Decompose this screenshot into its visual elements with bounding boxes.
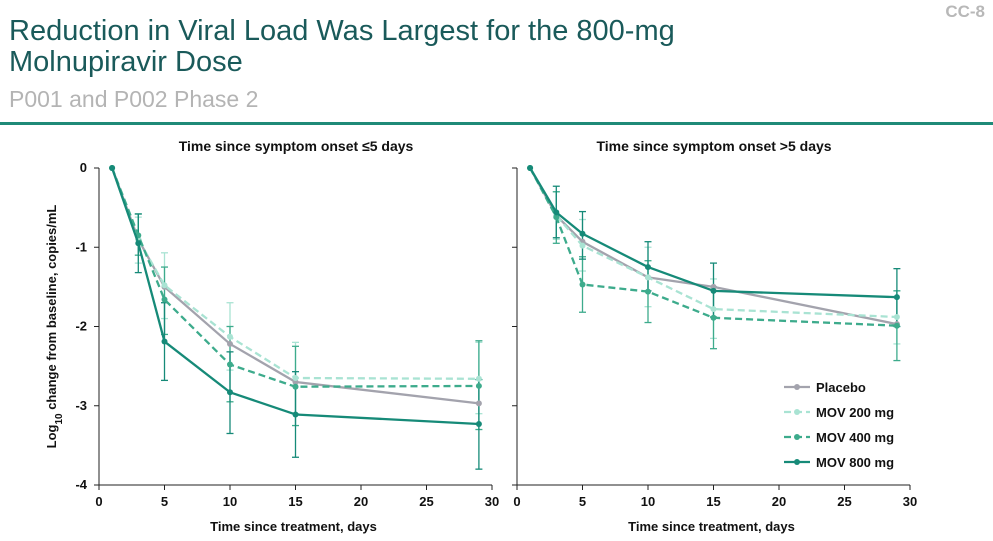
- panel-2-x-tick-label: 0: [513, 494, 520, 509]
- panel-1-x-tick-label: 25: [419, 494, 433, 509]
- panel-2-point-mov400: [579, 281, 586, 288]
- slide-title-line-1: Reduction in Viral Load Was Largest for …: [9, 15, 675, 47]
- panel-1-x-tick-label: 10: [223, 494, 237, 509]
- panel-1-point-mov200: [161, 282, 168, 289]
- panel-2-x-label: Time since treatment, days: [628, 519, 795, 534]
- legend-label-mov400: MOV 400 mg: [816, 430, 894, 445]
- panel-1-y-tick-label: -2: [75, 319, 87, 334]
- panel-1-x-tick-label: 20: [354, 494, 368, 509]
- panel-2-x-tick-label: 20: [772, 494, 786, 509]
- slide-title-line-2: Molnupiravir Dose: [9, 46, 243, 78]
- slide-title: Reduction in Viral Load Was Largest for …: [9, 16, 809, 78]
- title-divider: [0, 122, 993, 125]
- panel-1-point-mov800: [109, 165, 116, 171]
- panel-2-point-mov400: [710, 314, 717, 321]
- panel-1-x-tick-label: 15: [288, 494, 302, 509]
- panel-2-point-mov200: [710, 306, 717, 313]
- panel-1-series-line-mov800: [111, 167, 479, 426]
- panel-1-title: Time since symptom onset ≤5 days: [179, 138, 414, 154]
- panel-1-series-line-mov400: [111, 167, 479, 388]
- legend-marker-placebo: [794, 384, 800, 390]
- panel-2-point-mov800: [893, 294, 900, 301]
- panel-1-point-mov400: [475, 382, 482, 389]
- legend-label-mov800: MOV 800 mg: [816, 455, 894, 470]
- panel-2-point-mov400: [553, 214, 560, 221]
- panel-1-y-tick-label: 0: [80, 160, 87, 175]
- panel-1-point-mov200: [292, 375, 299, 382]
- panel-2-point-mov200: [579, 242, 586, 249]
- panel-1-point-mov200: [227, 333, 233, 340]
- panel-2-series-line-mov400: [529, 167, 897, 327]
- panel-2-point-mov800: [645, 264, 651, 271]
- panel-1-x-tick-label: 5: [161, 494, 168, 509]
- panel-1-point-mov800: [135, 240, 142, 247]
- panel-2-title: Time since symptom onset >5 days: [596, 138, 831, 154]
- legend-marker-mov400: [794, 434, 800, 440]
- panel-1-y-tick-label: -3: [75, 398, 87, 413]
- panel-2-point-mov800: [553, 209, 560, 216]
- panel-2-x-tick-label: 15: [706, 494, 720, 509]
- legend-label-placebo: Placebo: [816, 380, 866, 395]
- slide-subtitle: P001 and P002 Phase 2: [9, 86, 259, 112]
- panel-2-point-mov200: [645, 274, 651, 281]
- panel-1-y-tick-label: -1: [75, 239, 87, 254]
- panel-1-y-label: Log10 change from baseline, copies/mL: [44, 205, 65, 449]
- panel-2-point-mov400: [645, 288, 651, 295]
- slide-id: CC-8: [945, 2, 985, 21]
- panel-1-point-placebo: [227, 340, 233, 347]
- panel-2-x-tick-label: 5: [579, 494, 586, 509]
- panel-1-point-mov400: [227, 361, 233, 368]
- legend-marker-mov200: [794, 409, 800, 415]
- panel-2-point-mov800: [527, 165, 534, 171]
- panel-1-point-placebo: [475, 400, 482, 407]
- panel-1-y-tick-label: -4: [75, 477, 87, 492]
- panel-2-point-mov200: [893, 313, 900, 320]
- panel-1-point-mov800: [292, 411, 299, 418]
- panel-1-x-tick-label: 0: [95, 494, 102, 509]
- panel-2-x-tick-label: 30: [903, 494, 917, 509]
- panel-1-point-mov800: [227, 389, 233, 396]
- panel-2-x-tick-label: 10: [641, 494, 655, 509]
- panel-2-point-mov400: [893, 322, 900, 329]
- panel-1-point-mov400: [161, 296, 168, 303]
- panel-1-point-mov800: [475, 420, 482, 427]
- panel-1-point-mov400: [292, 383, 299, 390]
- panel-1-x-label: Time since treatment, days: [210, 519, 377, 534]
- panel-1-point-mov200: [475, 375, 482, 382]
- panel-2-point-mov800: [579, 230, 586, 237]
- panel-2-point-mov800: [710, 287, 717, 294]
- legend-marker-mov800: [794, 459, 800, 465]
- panel-1-series-line-mov200: [111, 167, 479, 380]
- panel-2-x-tick-label: 25: [837, 494, 851, 509]
- legend-label-mov200: MOV 200 mg: [816, 405, 894, 420]
- panel-1-point-mov800: [161, 338, 168, 345]
- panel-2-series-line-mov800: [529, 167, 897, 299]
- panel-1-x-tick-label: 30: [485, 494, 499, 509]
